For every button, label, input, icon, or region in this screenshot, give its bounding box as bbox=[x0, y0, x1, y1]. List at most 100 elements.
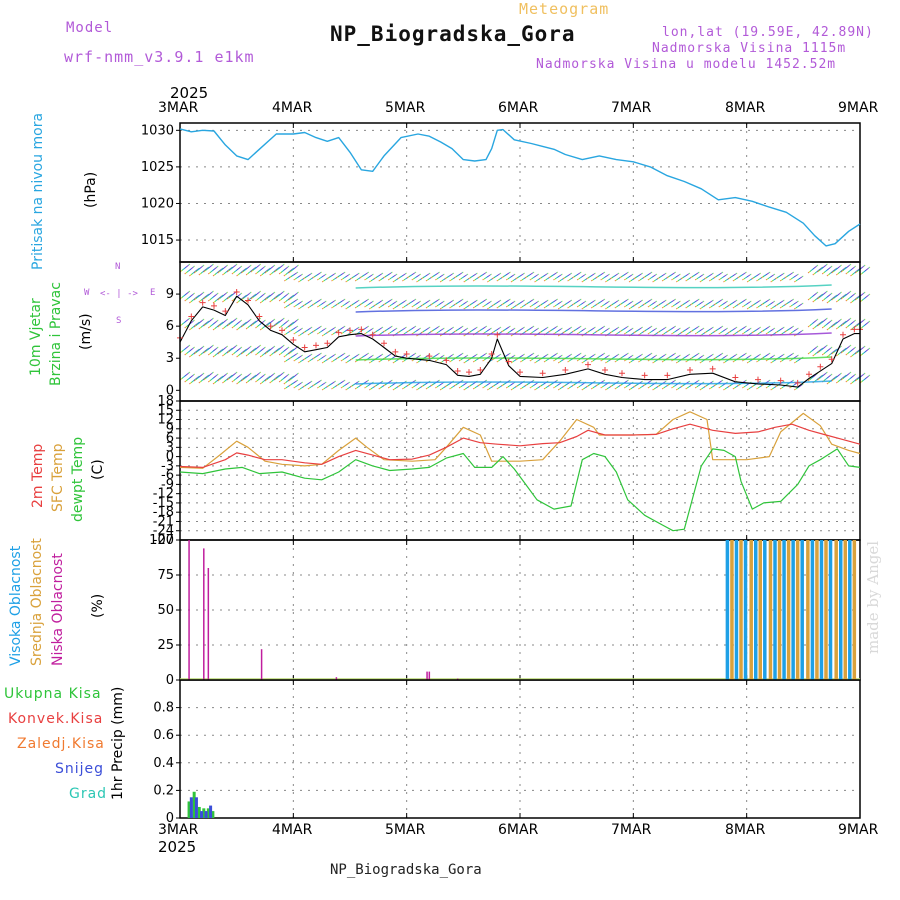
wind-barb bbox=[236, 348, 247, 358]
wind-barb bbox=[336, 352, 346, 360]
wind-barb bbox=[737, 298, 747, 306]
wind-barb bbox=[383, 325, 393, 333]
cloud-bar bbox=[810, 540, 815, 680]
gust-marker bbox=[347, 327, 353, 334]
wind-barb bbox=[826, 294, 838, 304]
wind-barb bbox=[840, 290, 852, 300]
wind-barb bbox=[817, 344, 828, 354]
wind-barb bbox=[179, 263, 191, 273]
gust-marker bbox=[851, 326, 858, 333]
wind-barb bbox=[812, 266, 824, 276]
wind-barb bbox=[657, 299, 667, 307]
wind-barb bbox=[226, 263, 238, 273]
wind-barb bbox=[236, 267, 247, 277]
wind-barb bbox=[250, 263, 262, 273]
wind-barb bbox=[430, 298, 440, 306]
wind-barb bbox=[845, 319, 857, 329]
wind-barb bbox=[529, 327, 540, 335]
wind-barb bbox=[619, 298, 629, 306]
wind-barb bbox=[718, 273, 729, 281]
cloud-bar bbox=[428, 671, 431, 680]
wind-barb bbox=[312, 271, 322, 279]
cloud-bar bbox=[819, 540, 824, 680]
wind-barb bbox=[189, 321, 200, 331]
wind-barb bbox=[317, 327, 327, 335]
gust-marker bbox=[381, 340, 387, 347]
precip-conv-label: Konvek.Kisa bbox=[8, 711, 104, 727]
wind-barb bbox=[850, 348, 861, 358]
wind-barb bbox=[231, 346, 243, 356]
wind-barb bbox=[364, 327, 374, 335]
wind-barb bbox=[454, 298, 464, 306]
day-tick: 8MAR bbox=[725, 822, 766, 838]
wind-barb bbox=[302, 353, 313, 361]
model-label: Model bbox=[66, 20, 114, 36]
cloud-bar bbox=[335, 677, 338, 680]
cloud-bar bbox=[207, 568, 210, 680]
wind-barb bbox=[761, 298, 771, 306]
wind-barb bbox=[713, 352, 724, 360]
wind-barb bbox=[727, 272, 738, 280]
wind-barb bbox=[222, 347, 233, 357]
wind-barb bbox=[666, 325, 677, 333]
gust-marker bbox=[828, 356, 835, 363]
cloud-bar bbox=[824, 540, 828, 680]
wind-barb bbox=[751, 299, 762, 307]
wind-barb bbox=[666, 352, 677, 360]
pressure-line bbox=[179, 128, 861, 247]
wind-barb bbox=[468, 353, 478, 361]
temp-2m-line bbox=[179, 423, 861, 468]
wind-barb bbox=[203, 371, 214, 381]
wind-barb bbox=[742, 273, 752, 281]
wind-barb bbox=[595, 325, 606, 333]
wind-barb bbox=[609, 326, 620, 334]
wind-barb bbox=[302, 380, 313, 388]
cloud-bar bbox=[188, 540, 190, 680]
day-tick: 4MAR bbox=[272, 100, 313, 116]
gust-marker bbox=[562, 366, 569, 373]
wind-barb bbox=[217, 318, 229, 328]
wind-barb bbox=[727, 299, 738, 307]
wind-barb bbox=[383, 352, 393, 360]
wind-barb bbox=[193, 264, 205, 274]
precip-grad-label: Grad bbox=[69, 786, 108, 802]
wind-barb bbox=[350, 299, 360, 307]
day-tick: 4MAR bbox=[272, 822, 313, 838]
gust-marker bbox=[313, 342, 319, 349]
wind-barb bbox=[373, 272, 384, 280]
wind-barb bbox=[765, 327, 776, 335]
wind-barb bbox=[203, 290, 214, 300]
wind-barb bbox=[761, 325, 771, 333]
wind-barb bbox=[680, 272, 691, 280]
wind-barb bbox=[572, 271, 582, 279]
wind-barb bbox=[245, 374, 257, 384]
wind-barb bbox=[350, 353, 360, 361]
wind-barb bbox=[226, 317, 238, 327]
wind-barb bbox=[477, 298, 488, 306]
wind-barb bbox=[203, 317, 214, 327]
y-tick-label: 1020 bbox=[141, 196, 174, 211]
wind-barb bbox=[421, 326, 431, 334]
wind-barb bbox=[794, 302, 804, 310]
y-tick-label: 50 bbox=[157, 603, 174, 618]
wind-barb bbox=[264, 318, 276, 328]
y-tick-label: 0.4 bbox=[153, 756, 174, 771]
wind-barb bbox=[666, 298, 677, 306]
day-tick: 6MAR bbox=[498, 100, 539, 116]
cloud-bar bbox=[768, 540, 773, 680]
wind-barb bbox=[236, 321, 247, 331]
year-top: 2025 bbox=[170, 84, 209, 102]
wind-barb bbox=[586, 299, 596, 307]
wind-barb bbox=[595, 298, 606, 306]
y-tick-label: 3 bbox=[166, 351, 174, 366]
gust-marker bbox=[222, 308, 229, 315]
wind-barb bbox=[317, 381, 327, 389]
wind-barb bbox=[529, 300, 540, 308]
cloud-bar bbox=[815, 540, 819, 680]
y-tick-label: -12 bbox=[153, 487, 174, 502]
wind-barb bbox=[435, 273, 445, 281]
wind-barb bbox=[624, 354, 634, 362]
y-tick-label: -21 bbox=[153, 514, 174, 529]
wind-barb bbox=[326, 299, 337, 307]
wind-barb bbox=[831, 372, 842, 382]
